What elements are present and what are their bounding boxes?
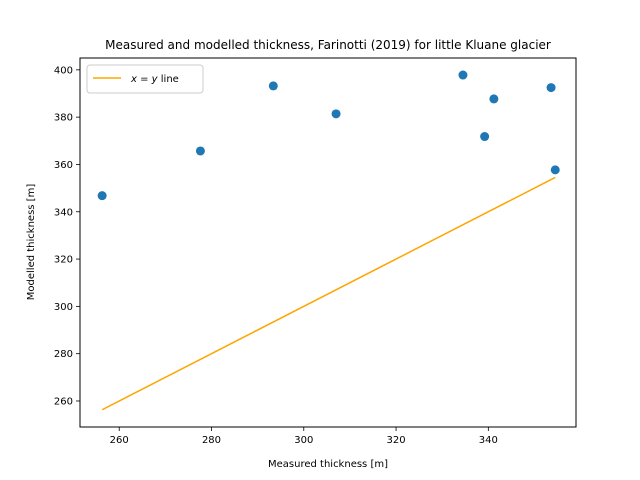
x-tick-label: 280 — [202, 435, 221, 446]
plot-area — [97, 70, 560, 411]
y-tick-label: 280 — [54, 349, 73, 360]
legend-entry-label: x = y line — [130, 74, 179, 85]
y-tick-label: 400 — [54, 65, 73, 76]
y-tick-label: 380 — [54, 113, 73, 124]
plot-frame — [79, 57, 577, 428]
y-tick-label: 260 — [54, 396, 73, 407]
legend: x = y line — [86, 64, 204, 94]
data-point — [97, 191, 107, 201]
x-tick-label: 340 — [479, 435, 498, 446]
y-tick-label: 340 — [54, 207, 73, 218]
data-point — [489, 94, 499, 104]
chart-title: Measured and modelled thickness, Farinot… — [105, 38, 551, 52]
x-axis: 260 280 300 320 340 — [110, 427, 498, 446]
data-point — [546, 83, 556, 93]
data-point — [195, 146, 205, 156]
y-tick-label: 320 — [54, 255, 73, 266]
y-axis: 260 280 300 320 340 360 380 400 — [54, 65, 80, 407]
x-tick-label: 260 — [110, 435, 129, 446]
data-point — [268, 81, 278, 91]
identity-line — [101, 176, 556, 411]
data-point — [480, 132, 490, 142]
y-axis-label: Modelled thickness [m] — [26, 184, 37, 301]
data-point — [331, 109, 341, 119]
x-tick-label: 300 — [294, 435, 313, 446]
y-tick-label: 360 — [54, 160, 73, 171]
x-tick-label: 320 — [387, 435, 406, 446]
y-tick-label: 300 — [54, 302, 73, 313]
data-point — [550, 165, 560, 175]
x-axis-label: Measured thickness [m] — [268, 459, 388, 470]
data-point — [458, 70, 468, 80]
legend-box — [86, 64, 204, 94]
